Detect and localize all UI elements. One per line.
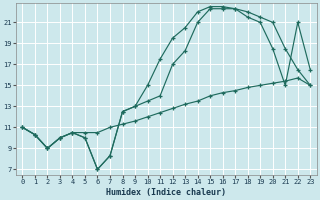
- X-axis label: Humidex (Indice chaleur): Humidex (Indice chaleur): [106, 188, 226, 197]
